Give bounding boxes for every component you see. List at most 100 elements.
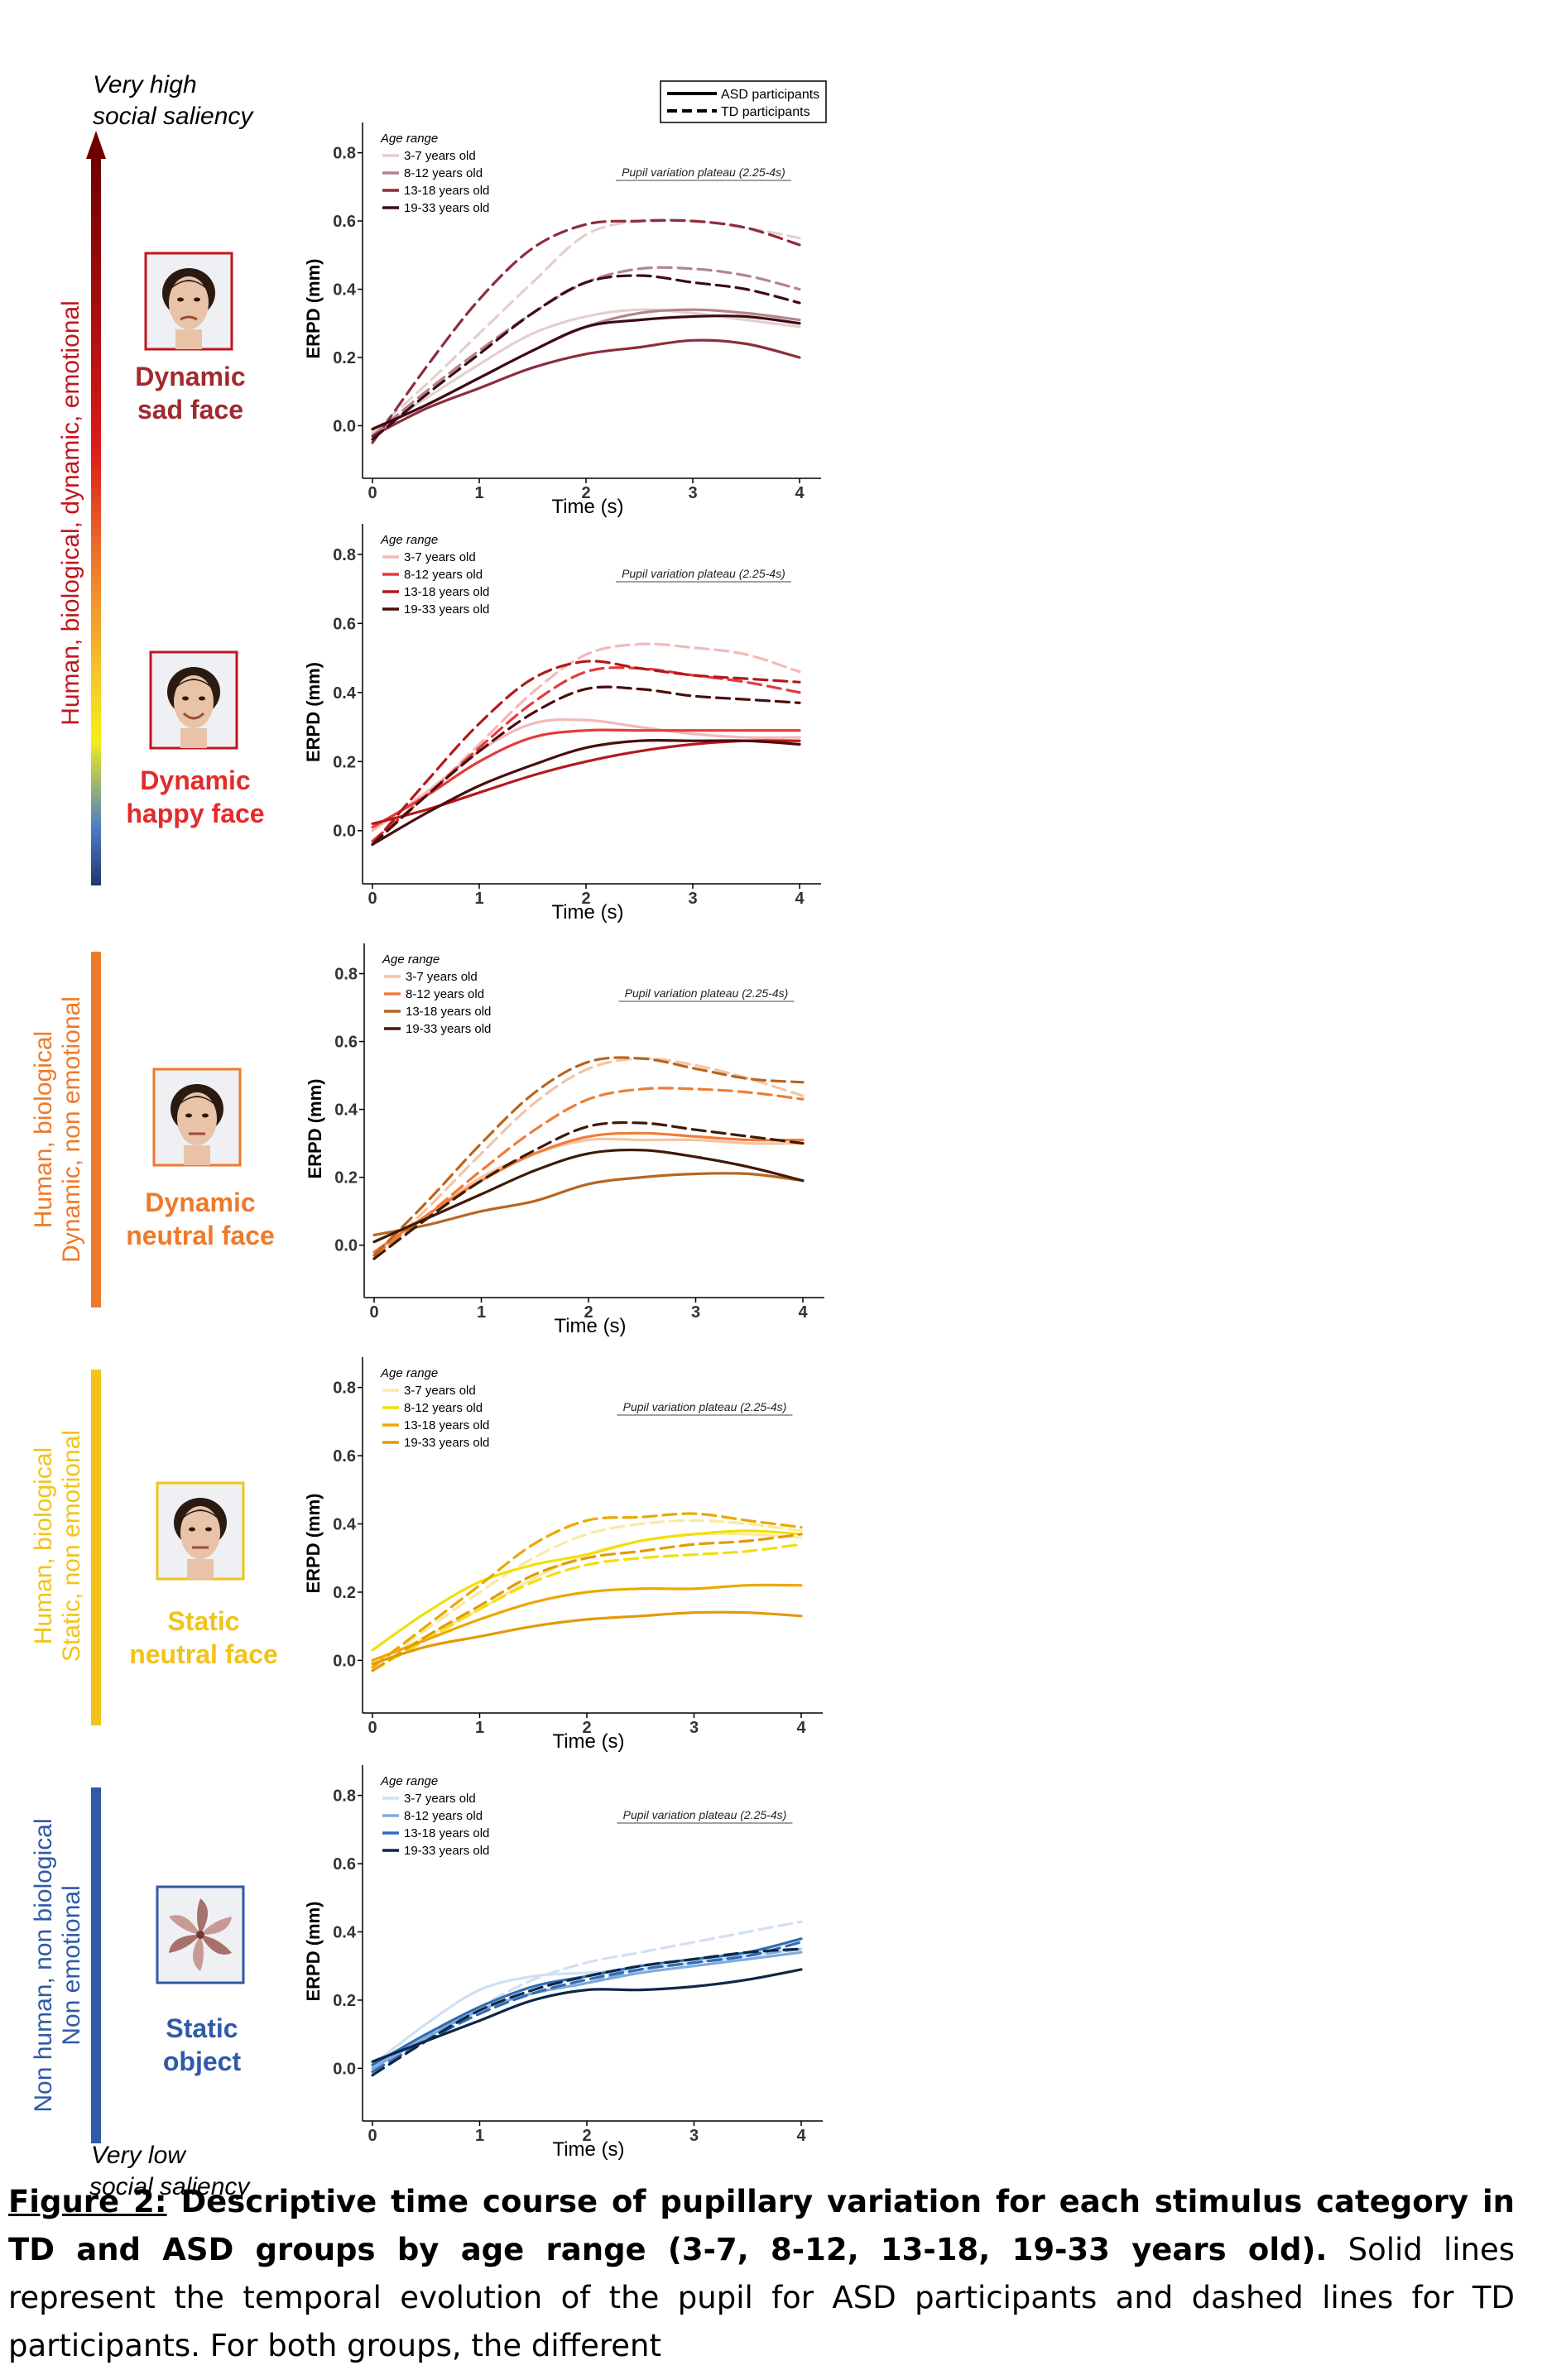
y-axis-title: ERPD (mm) (303, 258, 324, 358)
age-legend-entry: 8-12 years old (404, 1401, 483, 1415)
chart-1: 0.0 0.2 0.4 0.6 0.8 0 1 2 3 4 Time (s) ERPD (mm) Pup… (303, 122, 821, 518)
legend-td-label: TD participants (721, 105, 810, 119)
y-tick-label: 0.0 (333, 1652, 356, 1670)
stimulus-4-line1: Static (167, 1606, 239, 1636)
y-axis-title: ERPD (mm) (303, 662, 324, 762)
bottom-label-line1: Very low (91, 2142, 187, 2169)
age-legend-entry: 8-12 years old (404, 568, 483, 582)
age-legend-entry: 13-18 years old (404, 1418, 489, 1432)
series-1-td-line (371, 1920, 803, 2074)
social-saliency-scale: Very high social saliency Very low socia… (86, 71, 254, 2200)
series-1-td-line (372, 1057, 805, 1260)
age-legend-entry: 13-18 years old (406, 1005, 491, 1019)
chart-3: 0.0 0.2 0.4 0.6 0.8 0 1 2 3 4 Time (s) ERPD (mm) Pup… (305, 943, 824, 1337)
stimulus-2-line2: happy face (126, 799, 264, 828)
x-tick-label: 2 (584, 1303, 593, 1322)
bottom-label-line2: social saliency (89, 2173, 251, 2200)
age-legend-title: Age range (380, 132, 438, 146)
series-4-td-line (371, 274, 801, 441)
age-legend-entry: 19-33 years old (404, 602, 489, 617)
age-legend-entry: 19-33 years old (404, 1844, 489, 1858)
x-tick-label: 3 (691, 1303, 700, 1322)
series-4-td-line (371, 685, 801, 846)
age-legend-entry: 3-7 years old (404, 149, 476, 163)
stimulus-5-line1: Static (166, 2013, 238, 2043)
band-label-emotional-line1: Human, biological, dynamic, emotional (57, 300, 84, 726)
y-tick-label: 0.0 (333, 417, 356, 435)
x-tick-label: 1 (475, 1719, 484, 1737)
neutral-face-photo-icon (152, 1068, 242, 1167)
y-tick-label: 0.2 (333, 349, 356, 367)
age-legend-title: Age range (380, 1366, 438, 1380)
series-2-td-line (371, 1543, 803, 1672)
y-tick-label: 0.4 (333, 281, 357, 300)
stimulus-labels: Dynamic sad face Dynamic happy face Dyna… (126, 362, 278, 2076)
y-tick-label: 0.6 (334, 1034, 358, 1052)
y-tick-label: 0.4 (333, 1516, 357, 1534)
age-legend-entry: 3-7 years old (404, 1792, 476, 1806)
band-label-non-human-line1: Non human, non biological (30, 1818, 57, 2112)
y-tick-label: 0.6 (333, 615, 356, 633)
plateau-annotation: Pupil variation plateau (2.25-4s) (622, 567, 785, 580)
age-legend-entry: 19-33 years old (404, 201, 489, 215)
x-tick-label: 1 (474, 890, 483, 908)
stimulus-4-line2: neutral face (129, 1639, 278, 1669)
age-legend-entry: 13-18 years old (404, 184, 489, 198)
band-bar-static-non-emotional (91, 1370, 101, 1725)
age-legend-entry: 19-33 years old (406, 1022, 491, 1036)
pinwheel-photo-icon (156, 1885, 245, 1984)
y-tick-label: 0.6 (333, 1855, 356, 1874)
x-tick-label: 0 (369, 1303, 378, 1322)
chart-5: 0.0 0.2 0.4 0.6 0.8 0 1 2 3 4 Time (s) ERPD (mm) Pup… (303, 1765, 823, 2161)
series-3-td-line (371, 218, 801, 444)
band-label-non-human: Non human, non biological Non emotional (30, 1818, 85, 2112)
series-3-asd-line (371, 338, 801, 438)
chart-4: 0.0 0.2 0.4 0.6 0.8 0 1 2 3 4 Time (s) ERPD (mm) Pup… (303, 1357, 823, 1753)
series-1-td-line (371, 218, 801, 434)
series-3-asd-line (371, 739, 801, 825)
x-tick-label: 4 (796, 2127, 806, 2145)
y-tick-label: 0.2 (333, 1992, 356, 2010)
age-legend-title: Age range (380, 1774, 438, 1788)
series-2-asd-line (371, 1951, 803, 2070)
x-tick-label: 3 (688, 484, 697, 502)
x-axis-title: Time (s) (551, 901, 623, 924)
series-3-asd-line (372, 1172, 805, 1236)
stimulus-1-line2: sad face (137, 395, 243, 425)
y-axis-title: ERPD (mm) (303, 1901, 324, 2001)
y-axis-title: ERPD (mm) (303, 1493, 324, 1593)
series-1-td-line (371, 1519, 803, 1669)
series-3-td-line (371, 660, 801, 846)
x-tick-label: 1 (477, 1303, 486, 1322)
age-legend-entry: 19-33 years old (404, 1436, 489, 1450)
x-tick-label: 0 (367, 1719, 377, 1737)
plateau-annotation: Pupil variation plateau (2.25-4s) (625, 986, 789, 1000)
stimulus-photos (144, 252, 245, 1984)
top-arrow-head-icon (86, 131, 106, 159)
plateau-annotation: Pupil variation plateau (2.25-4s) (623, 1808, 787, 1821)
band-label-static-neutral-line2: Static, non emotional (58, 1430, 85, 1662)
band-label-static-neutral-line1: Human, biological (30, 1447, 57, 1644)
neutral-face-photo-icon (156, 1481, 245, 1581)
x-tick-label: 0 (367, 890, 377, 908)
y-tick-label: 0.2 (333, 1584, 356, 1602)
top-label-line2: social saliency (93, 103, 254, 130)
top-arrow-shaft (91, 157, 101, 885)
x-tick-label: 2 (582, 2127, 591, 2145)
x-tick-label: 2 (582, 1719, 591, 1737)
y-tick-label: 0.8 (333, 546, 356, 564)
band-label-dynamic-neutral-line1: Human, biological (30, 1031, 57, 1228)
y-tick-label: 0.0 (334, 1237, 358, 1255)
top-label-line1: Very high (93, 71, 197, 98)
series-3-asd-line (371, 1583, 803, 1662)
y-tick-label: 0.6 (333, 1447, 356, 1466)
plateau-annotation: Pupil variation plateau (2.25-4s) (623, 1400, 787, 1413)
x-tick-label: 2 (581, 890, 590, 908)
band-label-dynamic-neutral-line2: Dynamic, non emotional (58, 996, 85, 1263)
caption-body: Solid lines represent the temporal evolu… (8, 2232, 1515, 2363)
age-legend-entry: 13-18 years old (404, 585, 489, 599)
band-label-static-neutral: Human, biological Static, non emotional (30, 1430, 85, 1662)
x-axis-title: Time (s) (552, 2138, 624, 2161)
stimulus-3-line2: neutral face (126, 1221, 275, 1250)
series-1-asd-line (371, 717, 801, 833)
